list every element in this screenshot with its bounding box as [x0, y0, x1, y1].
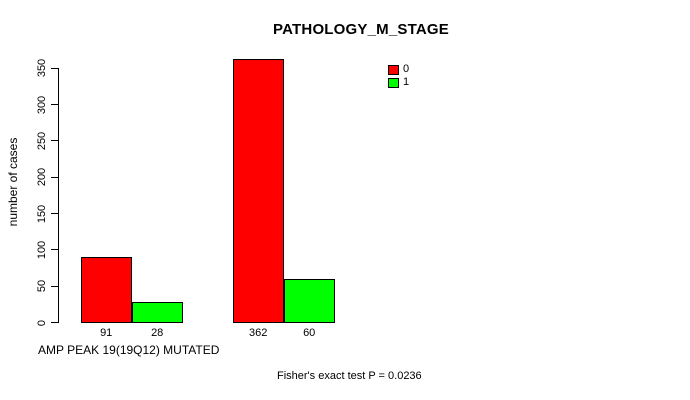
y-tick	[51, 67, 58, 69]
y-tick	[51, 249, 58, 251]
y-tick	[51, 176, 58, 178]
fisher-test-note: Fisher's exact test P = 0.0236	[277, 370, 422, 382]
legend-swatch-red	[388, 64, 399, 75]
bar-count-label: 91	[100, 327, 113, 339]
y-axis-line	[58, 68, 59, 323]
y-tick	[51, 213, 58, 215]
y-tick	[51, 322, 58, 324]
x-axis-caption: AMP PEAK 19(19Q12) MUTATED	[38, 343, 220, 357]
legend-item-0: 0	[388, 64, 409, 75]
y-tick-label: 200	[36, 168, 48, 187]
bar-group2-series-1	[283, 279, 335, 323]
legend-label-1: 1	[403, 76, 410, 88]
y-tick	[51, 285, 58, 287]
y-tick-label: 350	[36, 59, 48, 78]
legend-label-0: 0	[403, 63, 410, 75]
y-tick-label: 100	[36, 240, 48, 260]
bar-group1-series-0	[80, 256, 132, 323]
bar-group1-series-1	[131, 302, 183, 323]
y-tick	[51, 104, 58, 106]
y-tick-label: 50	[36, 280, 48, 293]
legend-swatch-green	[388, 77, 399, 88]
bar-count-label: 28	[151, 327, 164, 339]
bar-group2-series-0	[232, 59, 284, 323]
legend: 0 1	[388, 64, 409, 88]
y-tick-label: 300	[36, 95, 48, 114]
chart-title: PATHOLOGY_M_STAGE	[273, 21, 449, 38]
bar-count-label: 60	[303, 327, 316, 339]
y-tick-label: 0	[36, 319, 48, 326]
y-tick-label: 150	[36, 204, 48, 223]
y-tick-label: 250	[36, 131, 48, 151]
y-tick	[51, 140, 58, 142]
bar-count-label: 362	[249, 327, 268, 339]
legend-item-1: 1	[388, 77, 409, 88]
